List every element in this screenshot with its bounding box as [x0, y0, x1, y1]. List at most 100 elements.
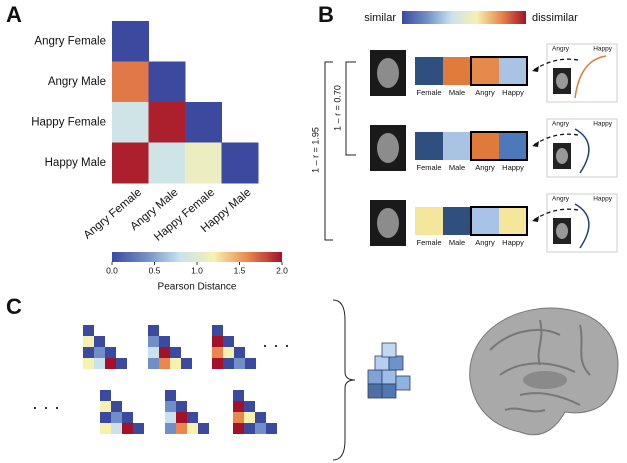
model-curve — [574, 55, 607, 99]
mini-cell — [176, 412, 187, 423]
mini-cell — [165, 412, 176, 423]
mini-cell — [234, 358, 245, 369]
cell-label: Happy — [502, 163, 524, 172]
plot-label: Happy — [593, 121, 613, 128]
mini-cell — [111, 412, 122, 423]
mini-cell — [94, 347, 105, 358]
plot-label: Angry — [552, 121, 570, 128]
feature-cell — [471, 207, 499, 235]
arrow-head — [532, 141, 539, 147]
mini-cell — [105, 358, 116, 369]
face — [377, 133, 399, 163]
cell-label: Male — [449, 163, 465, 172]
mini-cell — [159, 336, 170, 347]
mini-cell — [187, 423, 198, 434]
colorbar-tick-label: 0.0 — [106, 265, 118, 275]
mini-cell — [83, 347, 94, 358]
heatmap-cell — [148, 61, 186, 103]
mini-cell — [116, 358, 127, 369]
heatmap-cell — [112, 21, 149, 62]
mini-cell — [100, 390, 111, 401]
ellipsis: · · · — [32, 397, 60, 417]
mini-cell — [223, 358, 234, 369]
highlight-box — [470, 206, 528, 236]
heatmap-cell — [185, 102, 222, 143]
cell-label: Female — [416, 163, 441, 172]
scale-high: dissimilar — [532, 12, 578, 24]
mini-cell — [170, 358, 181, 369]
mini-cell — [170, 347, 181, 358]
mini-cell — [100, 401, 111, 412]
mini-cell — [233, 423, 244, 434]
mini-cell — [165, 401, 176, 412]
mini-cell — [148, 325, 159, 336]
feature-cell — [415, 57, 443, 85]
mini-cell — [212, 325, 223, 336]
mini-cell — [159, 347, 170, 358]
brace — [332, 299, 356, 461]
mini-cell — [233, 401, 244, 412]
feature-cell — [471, 132, 499, 160]
feature-cell — [499, 207, 527, 235]
bracket-label: 1 – r = 0.70 — [332, 85, 342, 131]
mini-cell — [245, 358, 256, 369]
mini-cell — [111, 423, 122, 434]
mini-cell — [244, 423, 255, 434]
mini-cell — [212, 347, 223, 358]
face — [556, 223, 568, 239]
plot-label: Happy — [593, 196, 613, 203]
bracket-label: 1 – r = 1.95 — [310, 127, 320, 173]
scale-low: similar — [364, 12, 396, 24]
cell-label: Happy — [502, 238, 524, 247]
arrow-head — [532, 216, 539, 222]
bracket — [345, 61, 356, 156]
mini-cell — [94, 336, 105, 347]
ellipsis: · · · — [262, 335, 290, 355]
cell-label: Female — [416, 88, 441, 97]
mini-cell — [133, 423, 144, 434]
mini-cell — [159, 358, 170, 369]
heatmap-cell — [148, 102, 186, 143]
matrix-stack — [83, 325, 277, 434]
heatmap-cell — [148, 142, 186, 184]
colorbar-label: Pearson Distance — [158, 282, 237, 293]
feature-cell — [415, 207, 443, 235]
cell-label: Female — [416, 238, 441, 247]
mini-cell — [233, 390, 244, 401]
row-label: Angry Male — [48, 76, 106, 88]
feature-cell — [499, 57, 527, 85]
mini-cell — [83, 325, 94, 336]
mini-cell — [122, 412, 133, 423]
face — [556, 148, 568, 164]
mini-cell — [105, 347, 116, 358]
mini-cell — [233, 412, 244, 423]
mini-cell — [111, 401, 122, 412]
cell-label: Angry — [475, 238, 495, 247]
mini-cell — [165, 390, 176, 401]
highlight-box — [470, 56, 528, 86]
brain — [469, 307, 619, 436]
heatmap-cell — [112, 102, 149, 143]
row-label: Happy Female — [31, 116, 106, 128]
row-label: Angry Female — [34, 35, 106, 47]
plot-label: Angry — [552, 196, 570, 203]
mini-cell — [181, 358, 192, 369]
similarity-bar — [402, 11, 526, 24]
mini-cell — [94, 358, 105, 369]
mini-cell — [122, 423, 133, 434]
highlight-box — [470, 131, 528, 161]
plot-label: Angry — [552, 46, 570, 53]
voxel-cube — [367, 342, 411, 399]
feature-cell — [415, 132, 443, 160]
feature-cell — [499, 132, 527, 160]
panel-letter: A — [6, 2, 22, 27]
mini-cell — [266, 423, 277, 434]
mini-cell — [244, 401, 255, 412]
mini-cell — [244, 412, 255, 423]
panel-letter: B — [318, 2, 334, 27]
heatmap-cell — [112, 61, 149, 103]
cell-label: Angry — [475, 163, 495, 172]
mini-cell — [165, 423, 176, 434]
model-curve — [574, 128, 590, 174]
